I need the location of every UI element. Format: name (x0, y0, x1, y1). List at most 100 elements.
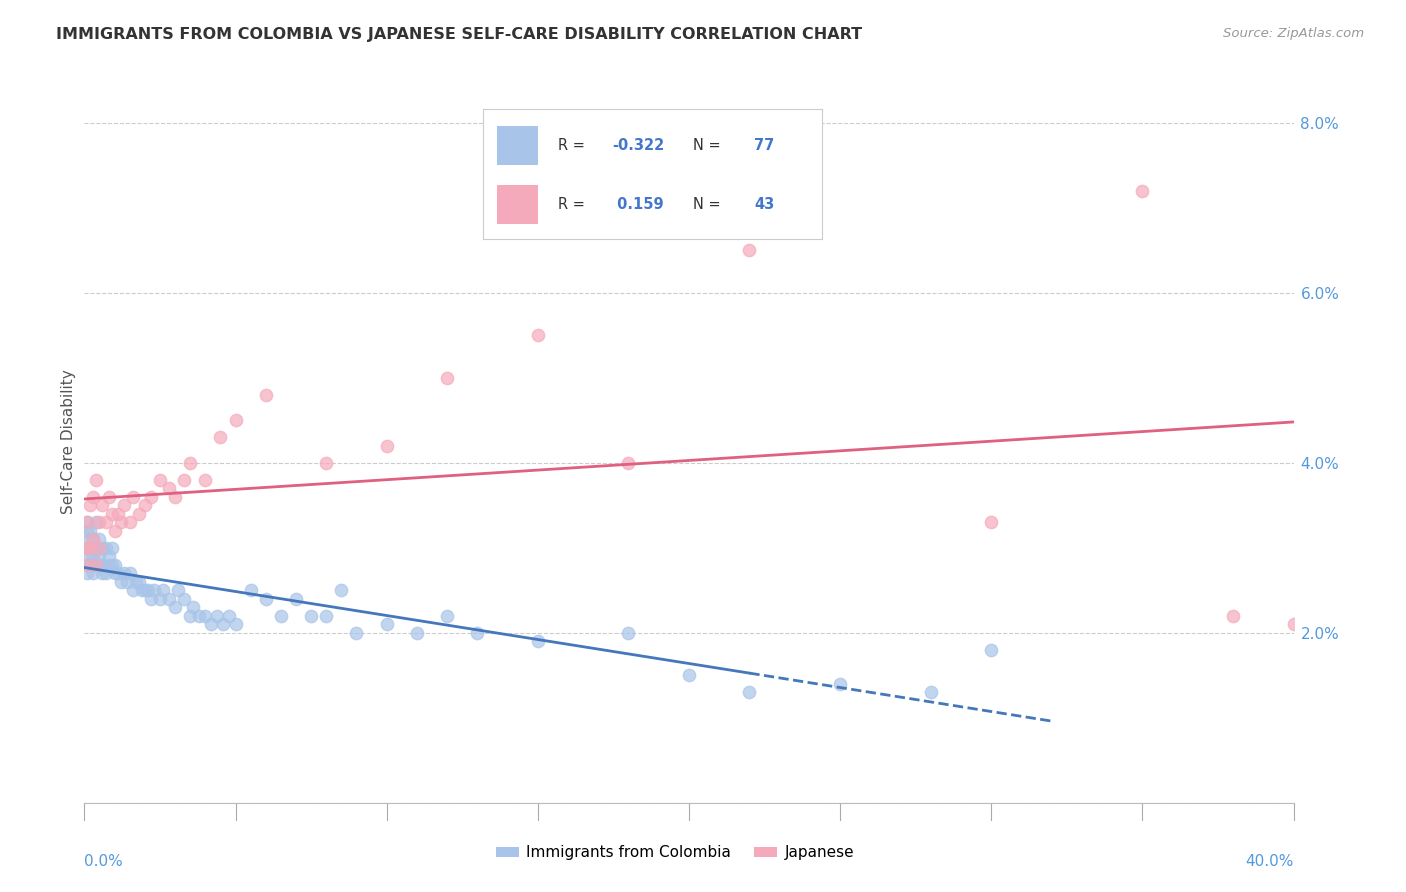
Point (118, 566, 141, 581)
Point (209, 430, 232, 444)
Point (82, 549, 104, 564)
Point (134, 583, 156, 598)
Point (128, 574, 150, 589)
Point (920, 685, 942, 699)
Point (86, 558, 108, 572)
Point (152, 583, 174, 598)
Point (139, 490, 162, 504)
Point (1282, 617, 1305, 632)
Point (194, 473, 217, 487)
Point (131, 583, 153, 598)
Point (1222, 608, 1244, 623)
Point (375, 439, 398, 453)
Point (79, 524, 101, 538)
Text: 0.0%: 0.0% (84, 854, 124, 869)
Text: Source: ZipAtlas.com: Source: ZipAtlas.com (1223, 27, 1364, 40)
Point (79, 533, 101, 547)
Point (207, 608, 229, 623)
Point (76, 524, 98, 538)
Point (110, 516, 132, 530)
Point (86, 541, 108, 555)
Point (104, 558, 127, 572)
Point (86, 473, 108, 487)
Point (527, 328, 550, 343)
Point (254, 388, 277, 402)
Point (79, 549, 101, 564)
Point (82, 566, 104, 581)
Point (254, 591, 277, 606)
Point (76, 558, 98, 572)
Point (86, 558, 108, 572)
Point (82, 533, 104, 547)
Point (406, 625, 429, 640)
Point (467, 625, 489, 640)
Point (97, 490, 120, 504)
Point (436, 371, 458, 385)
Point (830, 677, 852, 691)
Point (76, 558, 98, 572)
Point (118, 516, 141, 530)
Point (121, 490, 143, 504)
Point (89, 533, 111, 547)
Point (79, 558, 101, 572)
Point (89, 549, 111, 564)
Point (738, 244, 761, 258)
Point (375, 617, 398, 632)
Point (173, 473, 195, 487)
Point (104, 566, 127, 581)
Text: 40.0%: 40.0% (1246, 854, 1294, 869)
Point (179, 456, 201, 470)
Point (76, 516, 98, 530)
Point (91, 566, 114, 581)
Point (1130, 184, 1153, 198)
Point (299, 608, 322, 623)
Point (94, 516, 117, 530)
Point (82, 490, 104, 504)
Point (980, 516, 1002, 530)
Point (188, 608, 211, 623)
Point (346, 625, 368, 640)
Point (149, 591, 172, 606)
Point (678, 668, 700, 682)
Point (173, 591, 195, 606)
Point (82, 541, 104, 555)
Point (181, 600, 204, 615)
Point (110, 574, 132, 589)
Text: IMMIGRANTS FROM COLOMBIA VS JAPANESE SELF-CARE DISABILITY CORRELATION CHART: IMMIGRANTS FROM COLOMBIA VS JAPANESE SEL… (56, 27, 862, 42)
Point (100, 541, 122, 555)
Point (82, 533, 104, 547)
Point (94, 541, 117, 555)
Point (738, 685, 761, 699)
Point (91, 541, 114, 555)
Point (980, 642, 1002, 657)
Point (617, 456, 640, 470)
Point (270, 608, 292, 623)
Point (107, 507, 129, 521)
Point (136, 583, 159, 598)
Point (112, 566, 135, 581)
Point (115, 574, 138, 589)
Point (527, 634, 550, 648)
Point (149, 473, 172, 487)
Point (89, 558, 111, 572)
Point (112, 498, 135, 512)
Point (89, 516, 111, 530)
Point (121, 583, 143, 598)
Point (194, 608, 217, 623)
Point (94, 566, 117, 581)
Point (315, 608, 337, 623)
Point (76, 516, 98, 530)
Point (179, 608, 201, 623)
Point (107, 566, 129, 581)
Point (104, 524, 127, 538)
Point (157, 591, 180, 606)
Point (225, 413, 247, 427)
Point (91, 498, 114, 512)
Legend: Immigrants from Colombia, Japanese: Immigrants from Colombia, Japanese (489, 839, 860, 866)
Point (76, 541, 98, 555)
Point (97, 558, 120, 572)
Point (97, 549, 120, 564)
Point (167, 583, 190, 598)
Point (76, 541, 98, 555)
Point (91, 558, 114, 572)
